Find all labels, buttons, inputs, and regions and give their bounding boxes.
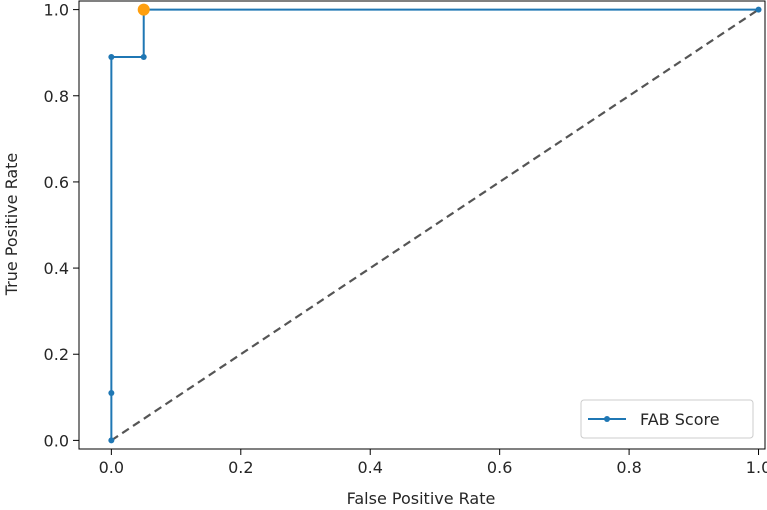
plot-frame bbox=[78, 0, 766, 450]
y-axis-label: True Positive Rate bbox=[2, 153, 21, 297]
axes-layer: 0.0 0.2 0.4 0.6 0.8 1.0 0.0 0.2 0.4 0.6 0.8 1.0 bbox=[44, 0, 767, 477]
y-tick-label: 0.2 bbox=[44, 345, 69, 364]
y-tick-label: 1.0 bbox=[44, 1, 69, 20]
highlight-point bbox=[137, 3, 150, 16]
reference-diagonal-line bbox=[110, 8, 760, 442]
legend-marker bbox=[604, 416, 610, 422]
data-point bbox=[755, 6, 762, 13]
x-tick-label: 0.0 bbox=[99, 458, 124, 477]
legend-frame bbox=[580, 399, 754, 439]
series-line-fab-score bbox=[110, 8, 759, 441]
x-tick-label: 0.6 bbox=[487, 458, 512, 477]
data-point bbox=[108, 54, 115, 60]
x-tick-label: 1.0 bbox=[746, 458, 767, 477]
data-point bbox=[108, 390, 115, 396]
data-point bbox=[140, 54, 147, 60]
y-tick-label: 0.0 bbox=[44, 431, 69, 450]
y-tick-label: 0.8 bbox=[44, 87, 69, 106]
x-tick-label: 0.8 bbox=[616, 458, 641, 477]
y-tick-label: 0.4 bbox=[44, 259, 69, 278]
x-axis-label: False Positive Rate bbox=[347, 489, 496, 508]
data-point bbox=[108, 437, 115, 444]
x-tick-label: 0.4 bbox=[357, 458, 382, 477]
legend-label-fab-score: FAB Score bbox=[640, 410, 720, 429]
x-tick-label: 0.2 bbox=[228, 458, 253, 477]
legend: FAB Score bbox=[580, 399, 754, 439]
series-layer bbox=[108, 3, 762, 444]
y-tick-label: 0.6 bbox=[44, 173, 69, 192]
reference-line-layer bbox=[110, 8, 760, 442]
